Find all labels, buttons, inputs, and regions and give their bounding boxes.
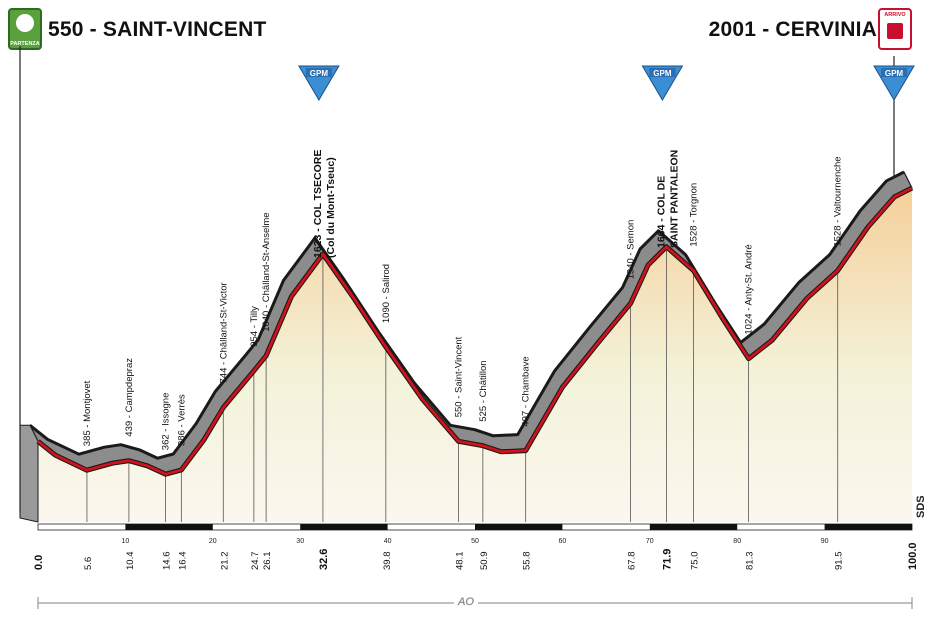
gpm-label: GPM — [885, 69, 904, 78]
waypoint-label: 386 - Verrès — [176, 394, 187, 446]
waypoint-label: 1024 - Anty-St. André — [744, 244, 755, 334]
checkered-flag-icon — [16, 14, 34, 32]
km-label: 10.4 — [125, 552, 136, 571]
gpm-tag — [305, 68, 332, 77]
waypoint-label: 362 - Issogne — [161, 393, 172, 451]
waypoint-label: 1090 - Salirod — [381, 264, 392, 323]
axis-segment — [649, 524, 738, 530]
summit-label-line2: (Col du Mont-Tseuc) — [325, 157, 337, 258]
road-line — [37, 186, 913, 476]
gpm-tag — [881, 68, 907, 77]
km-label: 5.6 — [83, 557, 94, 570]
profile-ridge — [29, 170, 905, 460]
km-label: 0.0 — [33, 555, 45, 570]
km-label: 16.4 — [177, 552, 188, 571]
waypoint-label: 439 - Campdepraz — [124, 358, 135, 437]
km-label: 26.1 — [262, 552, 273, 571]
km-label: 75.0 — [690, 552, 701, 571]
x-tick-label: 40 — [384, 538, 392, 545]
x-tick-label: 70 — [646, 538, 654, 545]
x-tick-label: 10 — [122, 538, 130, 545]
axis-segment — [125, 524, 213, 530]
summit-label: 1664 - COL DE — [655, 176, 667, 248]
finish-title: 2001 - CERVINIA — [708, 18, 877, 41]
x-tick-label: 30 — [296, 538, 304, 545]
start-badge-icon: PARTENZA — [8, 8, 42, 50]
x-tick-label: 20 — [209, 538, 217, 545]
side-label: SDS — [915, 495, 927, 518]
gpm-tag — [649, 68, 676, 77]
bottom-label: AO — [457, 596, 474, 608]
summit-label-line2: SAINT PANTALEON — [668, 150, 680, 248]
x-tick-label: 60 — [559, 538, 567, 545]
waypoint-label: 1340 - Semon — [626, 220, 637, 280]
waypoint-label: 497 - Chambave — [521, 356, 532, 426]
km-label: 14.6 — [162, 552, 173, 571]
finish-badge-icon: ARRIVO — [878, 8, 912, 50]
bottom-arrow: AO — [37, 594, 913, 609]
axis-segment — [824, 524, 912, 530]
finish-flag-icon — [887, 23, 903, 39]
gpm-label: GPM — [310, 69, 329, 78]
km-label: 67.8 — [627, 552, 638, 571]
profile-band-layer — [19, 46, 914, 523]
waypoint-lines-layer — [86, 246, 839, 522]
waypoint-label: 1040 - Châlland-St-Anselme — [261, 212, 272, 331]
start-wall — [19, 424, 39, 523]
gpm-markers-layer: GPM GPM GPM — [298, 65, 915, 101]
x-tick-label: 80 — [733, 538, 741, 545]
km-axis: 10 20 30 40 50 60 70 80 90 — [37, 523, 913, 545]
start-title: 550 - SAINT-VINCENT — [48, 18, 267, 41]
km-label: 48.1 — [454, 552, 465, 571]
waypoint-label: 744 - Châlland-St-Victor — [218, 282, 229, 383]
km-label: 50.9 — [479, 552, 490, 571]
km-label: 71.9 — [661, 549, 673, 570]
gpm-label: GPM — [653, 69, 672, 78]
km-label: 32.6 — [318, 549, 330, 570]
waypoint-label: 1528 - Torgnon — [689, 183, 700, 247]
finish-badge-label: ARRIVO — [884, 12, 906, 18]
axis-segment — [300, 524, 388, 530]
waypoint-label: 385 - Montjovet — [82, 380, 93, 446]
waypoint-label: 954 - Tilly — [249, 306, 260, 347]
waypoint-label: 550 - Saint-Vincent — [453, 336, 464, 417]
x-tick-label: 90 — [821, 538, 829, 545]
x-tick-label: 50 — [471, 538, 479, 545]
km-label: 55.8 — [522, 552, 533, 571]
waypoint-label: 525 - Châtillon — [478, 360, 489, 421]
km-label: 24.7 — [250, 552, 261, 571]
waypoint-label: 1528 - Valtournenche — [833, 156, 844, 246]
summit-label: 1623 - COL TSECORE — [312, 150, 324, 258]
km-label: 21.2 — [219, 552, 230, 571]
waypoint-labels-layer: 0.0 100.0 5.6 385 - Montjovet 10.4 439 - Camp… — [33, 150, 919, 570]
km-label: 39.8 — [382, 552, 393, 571]
km-label: 91.5 — [834, 552, 845, 571]
km-label: 100.0 — [907, 542, 919, 570]
axis-segment — [475, 524, 563, 530]
start-badge-label: PARTENZA — [10, 41, 40, 47]
km-label: 81.3 — [745, 552, 756, 571]
